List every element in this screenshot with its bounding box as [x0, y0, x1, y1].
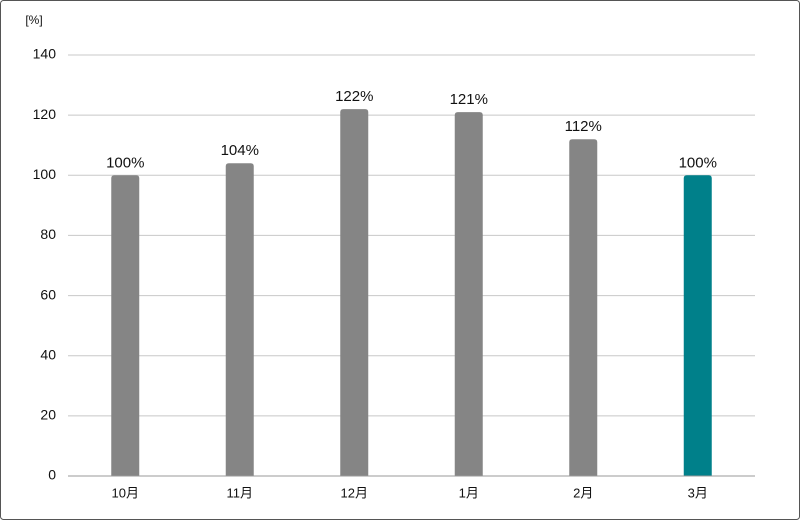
x-tick-label: 10月	[112, 485, 139, 500]
x-tick-label: 1月	[459, 485, 479, 500]
y-axis-label: [%]	[25, 13, 42, 27]
value-label: 100%	[106, 154, 144, 171]
bar	[454, 112, 483, 476]
x-tick-label: 3月	[688, 485, 708, 500]
y-tick-label: 20	[40, 407, 56, 423]
value-label: 104%	[221, 142, 259, 159]
bar	[340, 109, 369, 476]
x-tick-label: 2月	[573, 485, 593, 500]
y-tick-label: 60	[40, 286, 56, 302]
x-tick-label: 11月	[227, 485, 254, 500]
value-label: 121%	[450, 91, 488, 108]
y-tick-label: 140	[33, 46, 57, 62]
y-tick-label: 80	[40, 226, 56, 242]
y-tick-label: 100	[33, 166, 57, 182]
bar	[569, 139, 598, 476]
value-label: 122%	[335, 88, 373, 105]
x-tick-label: 12月	[341, 485, 368, 500]
bar	[683, 175, 712, 477]
bar	[111, 175, 140, 477]
bar	[225, 163, 254, 476]
value-label: 112%	[565, 118, 602, 135]
y-tick-label: 0	[48, 467, 56, 483]
value-label: 100%	[679, 154, 717, 171]
y-tick-label: 120	[33, 106, 57, 122]
y-tick-label: 40	[40, 346, 56, 362]
